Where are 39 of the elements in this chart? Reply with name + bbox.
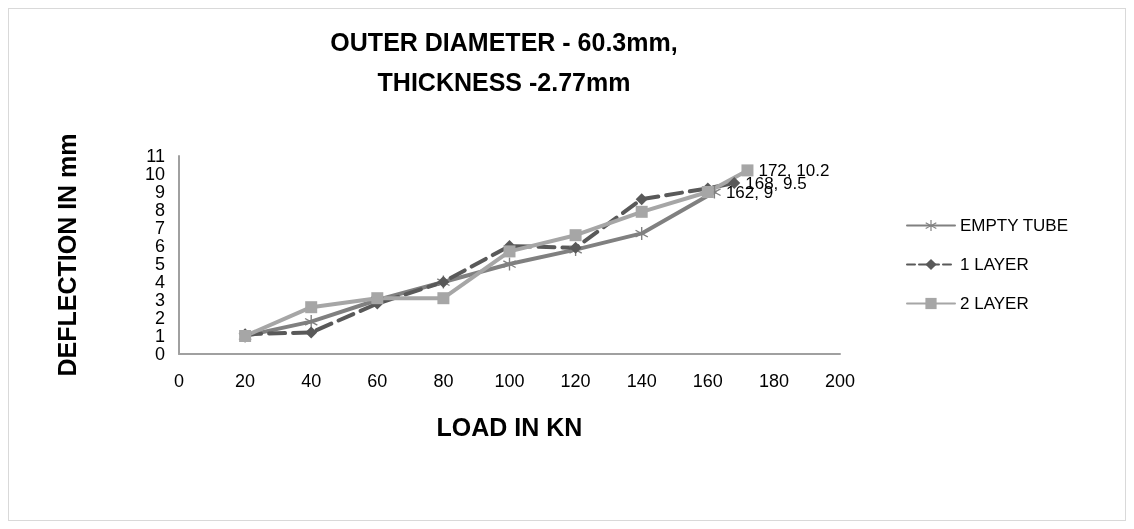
legend-label: 2 LAYER [960,294,1029,313]
y-tick-label: 0 [154,344,165,364]
chart-title: OUTER DIAMETER - 60.3mm, THICKNESS -2.77mm [330,28,678,96]
point [503,245,516,258]
y-tick-label: 7 [154,218,165,238]
y-tick-label: 1 [154,326,165,346]
x-tick-label: 100 [494,371,525,391]
y-tick-label: 6 [154,236,165,256]
point [635,226,649,240]
y-tick-label: 5 [154,254,165,274]
x-axis-title: LOAD IN KN [436,412,583,441]
x-tick-label: 120 [560,371,591,391]
point [503,257,516,271]
y-tick-label: 10 [144,164,165,184]
point [305,301,318,314]
point [635,193,648,206]
y-tick-label: 4 [154,272,165,292]
legend-label: 1 LAYER [960,255,1029,274]
point [437,292,450,305]
point [701,186,714,198]
legend-label: EMPTY TUBE [960,216,1069,235]
point [741,164,754,177]
point [569,229,582,242]
y-tick-label: 9 [154,182,165,202]
y-tick-label: 8 [154,200,165,220]
y-tick-label: 11 [146,146,165,166]
x-tick-label: 40 [301,371,322,391]
y-tick-label: 2 [154,308,165,328]
x-tick-label: 20 [235,371,256,391]
y-axis-title: DEFLECTION IN mm [52,133,81,377]
x-tick-label: 160 [692,371,723,391]
point [635,205,648,218]
x-tick-label: 0 [173,371,185,391]
x-tick-label: 80 [433,371,454,391]
x-tick-label: 200 [824,371,856,391]
x-tick-label: 60 [367,371,388,391]
y-tick-label: 3 [154,290,165,310]
x-tick-label: 140 [626,371,657,391]
x-tick-label: 180 [758,371,789,391]
